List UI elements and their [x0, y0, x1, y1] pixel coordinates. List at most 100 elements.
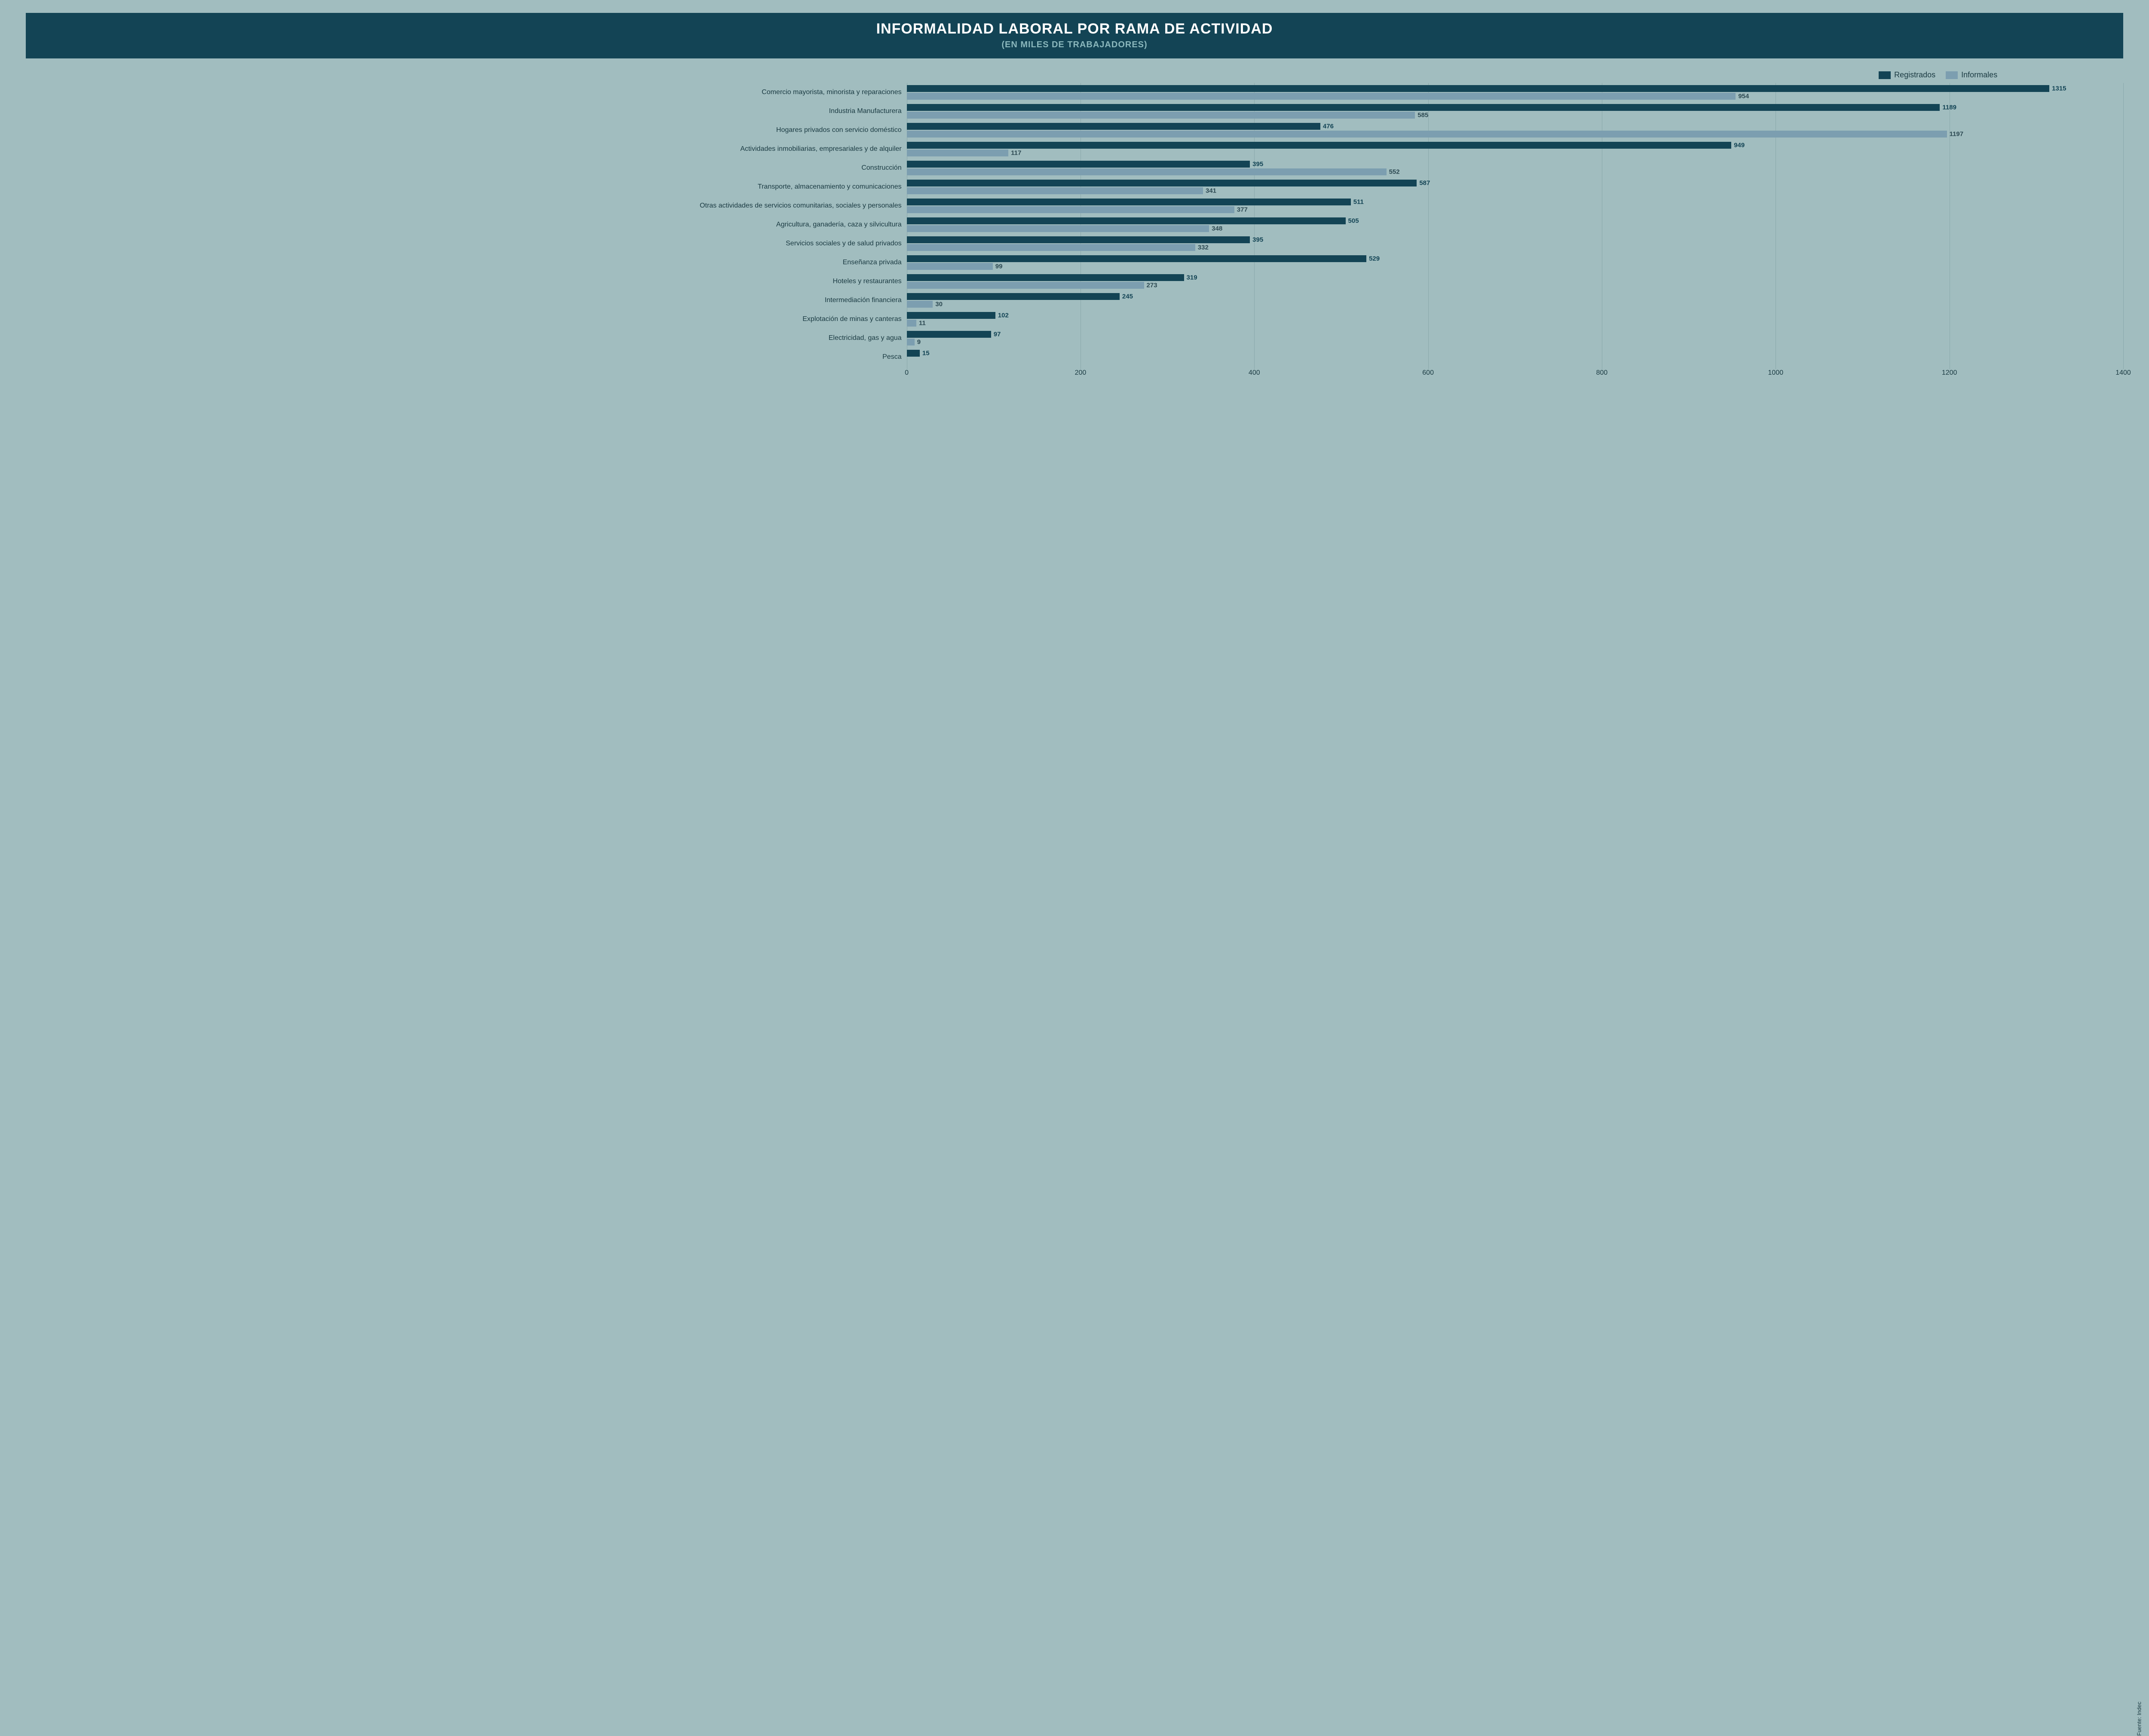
- bar-value-informales: 552: [1389, 168, 1400, 176]
- bar-informales: [907, 301, 933, 308]
- bar-value-informales: 9: [917, 339, 921, 346]
- legend-swatch-registrados: [1879, 71, 1891, 79]
- category-label: Comercio mayorista, minorista y reparaci…: [26, 89, 907, 96]
- bar-informales: [907, 263, 993, 270]
- bar-value-registrados: 1189: [1942, 104, 1956, 111]
- bar-registrados: [907, 293, 1120, 300]
- bar-registrados: [907, 199, 1351, 205]
- category-label: Pesca: [26, 353, 907, 361]
- bar-value-registrados: 395: [1252, 161, 1263, 168]
- bar-value-informales: 348: [1212, 225, 1222, 232]
- bar-group: 949 117: [907, 140, 2123, 159]
- category-label: Industria Manufacturera: [26, 107, 907, 115]
- bar-registrados: [907, 104, 1940, 111]
- category-label: Enseñanza privada: [26, 259, 907, 266]
- bar-informales: [907, 282, 1144, 289]
- category-label: Hoteles y restaurantes: [26, 278, 907, 285]
- legend-swatch-informales: [1946, 71, 1958, 79]
- bar-registrados: [907, 161, 1250, 168]
- bar-group: 15: [907, 348, 2123, 367]
- table-row: Otras actividades de servicios comunitar…: [26, 196, 2123, 215]
- bar-registrados: [907, 123, 1320, 130]
- bar-group: 1189 585: [907, 102, 2123, 121]
- table-row: Electricidad, gas y agua 97 9: [26, 329, 2123, 348]
- bar-value-informales: 11: [919, 320, 926, 327]
- bar-value-informales: 99: [995, 263, 1003, 270]
- bar-informales: [907, 131, 1947, 138]
- legend-item-informales: Informales: [1946, 70, 1997, 79]
- x-tick: 400: [1249, 369, 1260, 377]
- bar-value-registrados: 102: [998, 312, 1009, 319]
- table-row: Explotación de minas y canteras 102 11: [26, 310, 2123, 329]
- x-tick: 800: [1596, 369, 1608, 377]
- x-tick: 0: [905, 369, 909, 377]
- bar-group: 476 1197: [907, 121, 2123, 140]
- category-label: Actividades inmobiliarias, empresariales…: [26, 145, 907, 153]
- bar-value-registrados: 949: [1734, 142, 1745, 149]
- bar-registrados: [907, 350, 920, 357]
- bar-registrados: [907, 85, 2050, 92]
- bar-informales: [907, 93, 1736, 100]
- bar-value-registrados: 1315: [2052, 85, 2066, 92]
- bar-group: 395 552: [907, 159, 2123, 177]
- table-row: Pesca 15: [26, 348, 2123, 367]
- bar-group: 102 11: [907, 310, 2123, 329]
- category-label: Transporte, almacenamiento y comunicacio…: [26, 183, 907, 191]
- x-tick: 1400: [2115, 369, 2131, 377]
- bar-value-registrados: 97: [994, 331, 1001, 338]
- legend-item-registrados: Registrados: [1879, 70, 1935, 79]
- category-label: Servicios sociales y de salud privados: [26, 240, 907, 248]
- bar-value-informales: 954: [1738, 93, 1749, 100]
- chart-header: INFORMALIDAD LABORAL POR RAMA DE ACTIVID…: [26, 13, 2123, 58]
- bar-value-informales: 1197: [1950, 131, 1964, 138]
- chart-rows: Comercio mayorista, minorista y reparaci…: [26, 83, 2123, 367]
- category-label: Explotación de minas y canteras: [26, 315, 907, 323]
- bar-group: 395332: [907, 234, 2123, 253]
- bar-informales: [907, 168, 1387, 175]
- bar-registrados: [907, 217, 1346, 224]
- bar-informales: [907, 150, 1009, 156]
- bar-group: 97 9: [907, 329, 2123, 348]
- table-row: Agricultura, ganadería, caza y silvicult…: [26, 215, 2123, 234]
- x-axis: 0200400600800100012001400: [26, 369, 2123, 379]
- bar-registrados: [907, 312, 995, 319]
- bar-value-registrados: 15: [922, 350, 930, 357]
- bar-value-informales: 377: [1237, 206, 1248, 214]
- bar-value-registrados: 245: [1122, 293, 1133, 300]
- legend-label-registrados: Registrados: [1894, 70, 1935, 79]
- legend-label-informales: Informales: [1961, 70, 1997, 79]
- table-row: Enseñanza privada 529 99: [26, 253, 2123, 272]
- bar-group: 529 99: [907, 253, 2123, 272]
- bar-registrados: [907, 331, 991, 338]
- bar-value-informales: 341: [1206, 187, 1216, 195]
- bar-group: 587 341: [907, 177, 2123, 196]
- bar-informales: [907, 339, 915, 345]
- bar-value-registrados: 476: [1323, 123, 1334, 130]
- bar-value-registrados: 505: [1348, 217, 1359, 225]
- bar-group: 1315 954: [907, 83, 2123, 102]
- bar-value-registrados: 529: [1369, 255, 1380, 263]
- bar-group: 511 377: [907, 196, 2123, 215]
- table-row: Hoteles y restaurantes319273: [26, 272, 2123, 291]
- bar-value-registrados: 319: [1187, 274, 1197, 281]
- bar-value-registrados: 587: [1419, 180, 1430, 187]
- table-row: Industria Manufacturera 1189 585: [26, 102, 2123, 121]
- x-tick: 200: [1075, 369, 1087, 377]
- bar-value-informales: 117: [1011, 150, 1021, 157]
- bar-informales: [907, 244, 1195, 251]
- bar-registrados: [907, 274, 1184, 281]
- legend: Registrados Informales: [26, 70, 2123, 79]
- bar-value-informales: 585: [1417, 112, 1428, 119]
- chart-subtitle: (EN MILES DE TRABAJADORES): [39, 40, 2110, 50]
- bar-registrados: [907, 236, 1250, 243]
- bar-informales: [907, 320, 916, 327]
- bar-registrados: [907, 255, 1366, 262]
- gridline: [2123, 83, 2124, 369]
- category-label: Otras actividades de servicios comunitar…: [26, 202, 907, 210]
- category-label: Electricidad, gas y agua: [26, 334, 907, 342]
- table-row: Intermediación financiera24530: [26, 291, 2123, 310]
- category-label: Intermediación financiera: [26, 296, 907, 304]
- page: INFORMALIDAD LABORAL POR RAMA DE ACTIVID…: [0, 0, 2149, 1719]
- table-row: Hogares privados con servicio doméstico4…: [26, 121, 2123, 140]
- bar-value-registrados: 511: [1353, 199, 1364, 206]
